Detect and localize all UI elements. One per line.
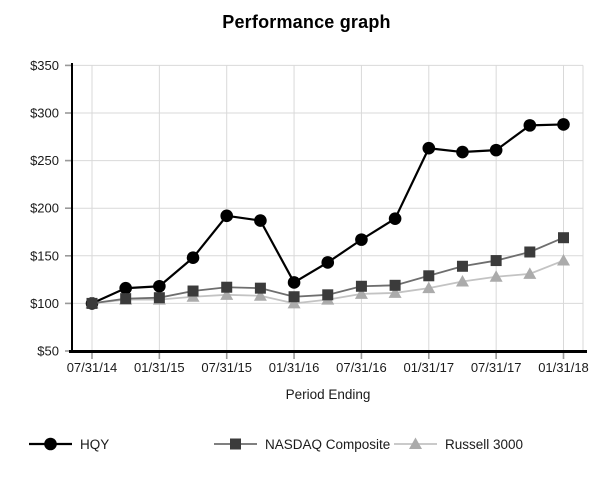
legend-item-hqy: HQY: [28, 430, 109, 458]
chart-title: Performance graph: [222, 12, 391, 32]
svg-text:01/31/15: 01/31/15: [134, 360, 185, 375]
svg-text:$50: $50: [37, 344, 59, 359]
x-axis-title: Period Ending: [285, 387, 371, 402]
legend-label-nasdaq: NASDAQ Composite: [265, 436, 391, 452]
svg-text:07/31/16: 07/31/16: [336, 360, 387, 375]
svg-text:01/31/16: 01/31/16: [269, 360, 320, 375]
legend-label-hqy: HQY: [80, 436, 110, 452]
svg-text:$150: $150: [30, 248, 59, 263]
svg-text:$200: $200: [30, 201, 59, 216]
legend-item-nasdaq: NASDAQ Composite: [213, 430, 390, 458]
svg-text:$250: $250: [30, 153, 59, 168]
chart-legend: HQY NASDAQ Composite Russell 3000: [0, 430, 613, 458]
svg-text:$350: $350: [30, 58, 59, 73]
legend-item-russell: Russell 3000: [393, 430, 523, 458]
chart-plot-area: $50 $100 $150 $200 $250 $300 $350 07/31/14 01/31…: [30, 58, 589, 375]
russell-triangle-marker-icon: [394, 437, 437, 449]
svg-text:01/31/17: 01/31/17: [403, 360, 454, 375]
nasdaq-square-marker-icon: [214, 438, 257, 450]
svg-text:$300: $300: [30, 106, 59, 121]
hqy-circle-marker-icon: [29, 437, 72, 451]
svg-text:$100: $100: [30, 296, 59, 311]
legend-label-russell: Russell 3000: [445, 436, 524, 452]
svg-text:07/31/17: 07/31/17: [471, 360, 522, 375]
svg-text:07/31/14: 07/31/14: [67, 360, 118, 375]
svg-text:01/31/18: 01/31/18: [538, 360, 589, 375]
svg-text:07/31/15: 07/31/15: [201, 360, 252, 375]
